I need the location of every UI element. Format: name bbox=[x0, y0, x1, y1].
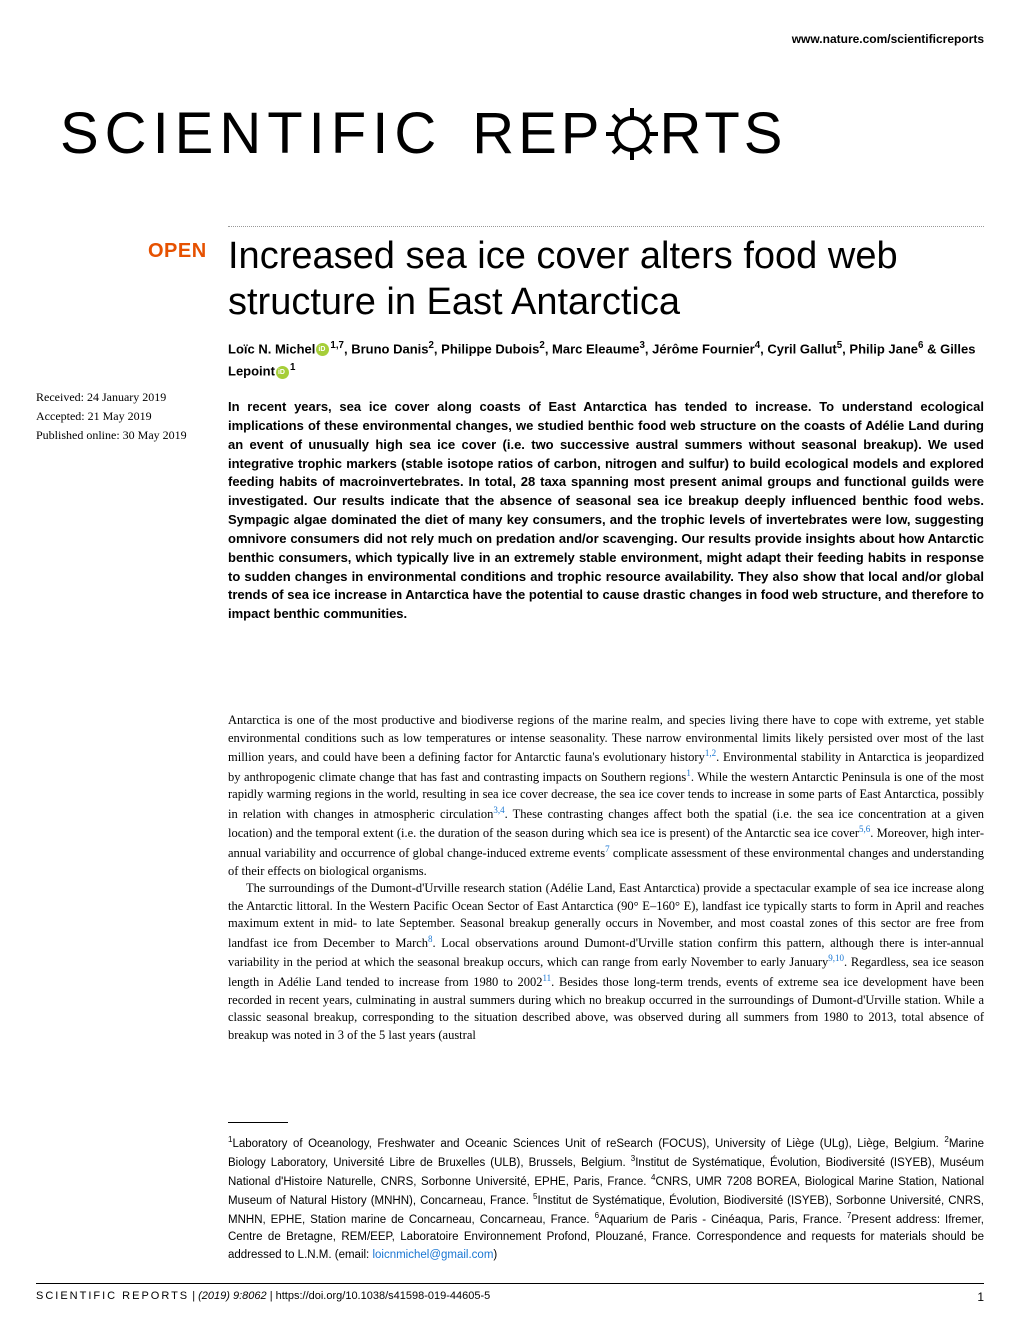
date-received: Received: 24 January 2019 bbox=[36, 388, 216, 407]
ref-link[interactable]: 7 bbox=[605, 844, 610, 854]
body-para-1: Antarctica is one of the most productive… bbox=[228, 712, 984, 880]
orcid-icon bbox=[276, 366, 289, 379]
affiliation-divider bbox=[228, 1122, 288, 1123]
orcid-icon bbox=[316, 343, 329, 356]
footer-citation: SCIENTIFIC REPORTS | (2019) 9:8062 | htt… bbox=[36, 1290, 490, 1304]
page-number: 1 bbox=[977, 1290, 984, 1304]
ref-link[interactable]: 5,6 bbox=[859, 824, 870, 834]
logo-part2b: RTS bbox=[660, 100, 787, 167]
ref-link[interactable]: 9,10 bbox=[828, 953, 844, 963]
ref-link[interactable]: 1 bbox=[686, 768, 691, 778]
author-list: Loïc N. Michel1,7, Bruno Danis2, Philipp… bbox=[228, 338, 984, 382]
body-text: Antarctica is one of the most productive… bbox=[228, 712, 984, 1044]
open-access-badge: OPEN bbox=[148, 240, 207, 263]
divider-dotted bbox=[228, 226, 984, 227]
ref-link[interactable]: 8 bbox=[428, 934, 433, 944]
logo-part2a: REP bbox=[472, 100, 603, 167]
ref-link[interactable]: 3,4 bbox=[493, 805, 504, 815]
footer-issue: (2019) 9:8062 bbox=[198, 1290, 270, 1302]
ref-link[interactable]: 1,2 bbox=[705, 748, 716, 758]
article-dates: Received: 24 January 2019 Accepted: 21 M… bbox=[36, 388, 216, 446]
article-title: Increased sea ice cover alters food web … bbox=[228, 234, 984, 325]
footer-doi: | https://doi.org/10.1038/s41598-019-446… bbox=[270, 1290, 491, 1302]
corresponding-email[interactable]: loicnmichel@gmail.com bbox=[372, 1249, 493, 1261]
affiliations: 1Laboratory of Oceanology, Freshwater an… bbox=[228, 1134, 984, 1264]
body-para-2: The surroundings of the Dumont-d'Urville… bbox=[228, 880, 984, 1044]
page-footer: SCIENTIFIC REPORTS | (2019) 9:8062 | htt… bbox=[36, 1283, 984, 1304]
footer-sep1: | bbox=[189, 1290, 198, 1302]
footer-journal-name: SCIENTIFIC REPORTS bbox=[36, 1290, 189, 1302]
journal-logo: SCIENTIFIC REP RTS bbox=[60, 100, 984, 167]
gear-icon bbox=[602, 104, 662, 164]
logo-part1: SCIENTIFIC bbox=[60, 100, 442, 167]
abstract: In recent years, sea ice cover along coa… bbox=[228, 398, 984, 624]
ref-link[interactable]: 11 bbox=[542, 973, 551, 983]
date-accepted: Accepted: 21 May 2019 bbox=[36, 407, 216, 426]
header-url: www.nature.com/scientificreports bbox=[792, 32, 984, 46]
date-published: Published online: 30 May 2019 bbox=[36, 426, 216, 445]
